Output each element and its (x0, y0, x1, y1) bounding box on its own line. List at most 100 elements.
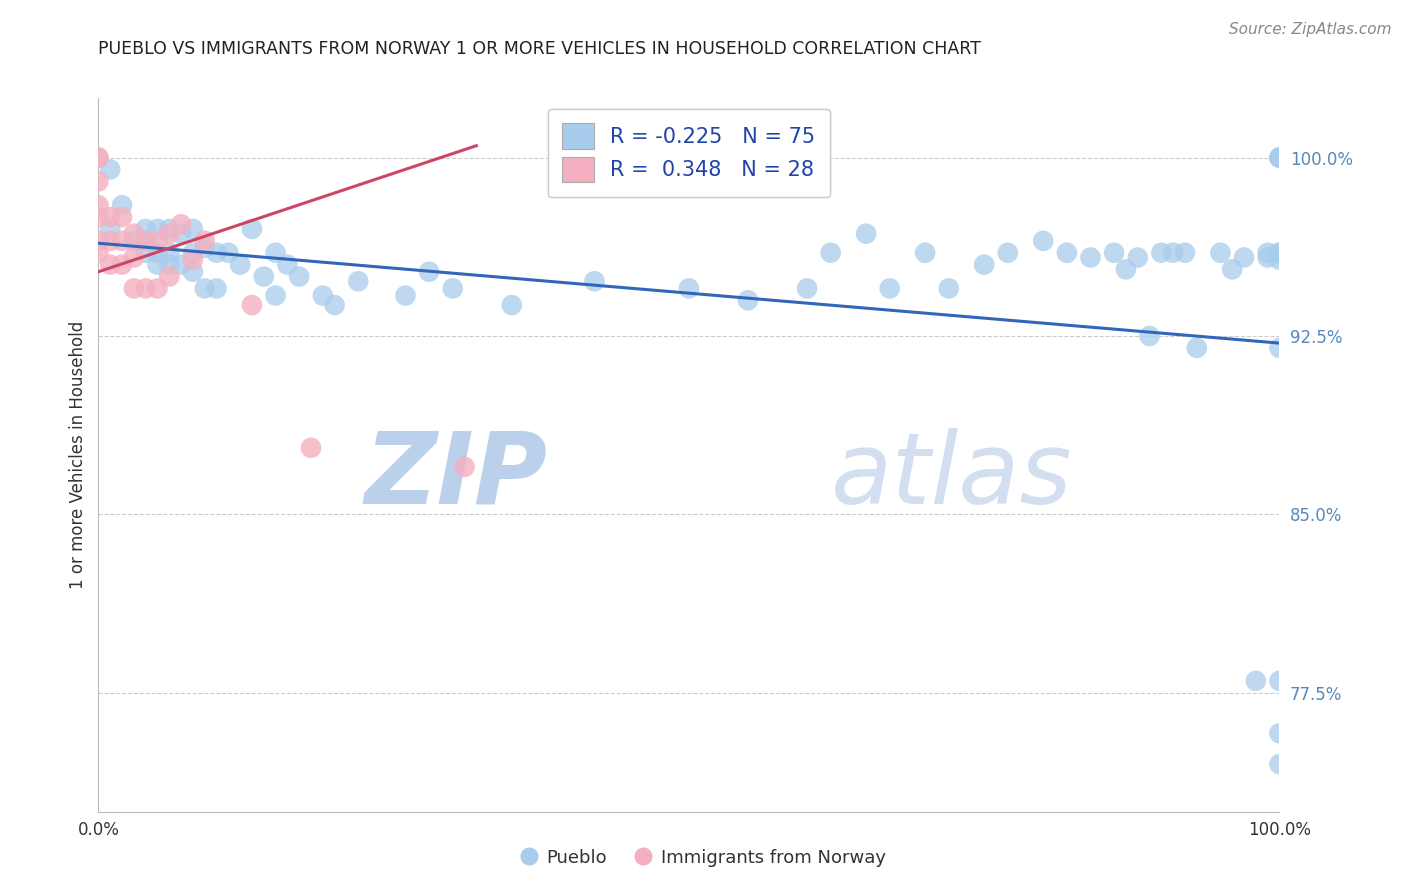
Point (1126, 251, 1149, 265)
Point (146, 234, 169, 248)
Point (1185, 341, 1208, 355)
Point (135, 222, 157, 236)
Point (157, 258, 180, 272)
Point (122, 227, 145, 241)
Text: ZIP: ZIP (364, 428, 547, 524)
Point (1257, 245, 1279, 260)
Point (157, 227, 180, 241)
Point (122, 281, 145, 295)
Text: PUEBLO VS IMMIGRANTS FROM NORWAY 1 OR MORE VEHICLES IN HOUSEHOLD CORRELATION CHA: PUEBLO VS IMMIGRANTS FROM NORWAY 1 OR MO… (98, 40, 981, 58)
Point (1268, 151, 1291, 165)
Point (111, 234, 134, 248)
Point (1268, 726, 1291, 740)
Point (240, 222, 263, 236)
Point (1220, 262, 1243, 277)
Point (87, 210, 110, 224)
Point (737, 293, 759, 308)
Point (87, 198, 110, 212)
Point (1115, 262, 1137, 277)
Point (1268, 757, 1291, 772)
Point (1150, 245, 1173, 260)
Point (1244, 673, 1267, 688)
Point (205, 281, 228, 295)
Point (217, 245, 239, 260)
Point (453, 459, 475, 474)
Point (122, 234, 145, 248)
Point (135, 245, 157, 260)
Point (1268, 245, 1291, 260)
Point (194, 234, 217, 248)
Point (87, 151, 110, 165)
Point (299, 441, 322, 455)
Point (240, 298, 263, 312)
Point (1268, 341, 1291, 355)
Point (879, 281, 901, 295)
Point (796, 281, 818, 295)
Point (229, 258, 252, 272)
Point (1032, 234, 1054, 248)
Point (181, 245, 204, 260)
Point (914, 245, 936, 260)
Point (997, 245, 1019, 260)
Point (276, 258, 298, 272)
Point (1056, 245, 1078, 260)
Point (253, 269, 276, 284)
Point (973, 258, 995, 272)
Point (288, 269, 311, 284)
Point (678, 281, 700, 295)
Point (87, 234, 110, 248)
Point (323, 298, 346, 312)
Point (441, 281, 464, 295)
Point (1268, 673, 1291, 688)
Point (501, 298, 523, 312)
Point (1139, 329, 1161, 343)
Point (820, 245, 842, 260)
Point (170, 258, 193, 272)
Point (98, 162, 121, 177)
Point (394, 288, 416, 302)
Point (135, 281, 157, 295)
Point (264, 245, 287, 260)
Point (122, 251, 145, 265)
Point (1161, 245, 1184, 260)
Text: Source: ZipAtlas.com: Source: ZipAtlas.com (1229, 22, 1392, 37)
Point (87, 174, 110, 188)
Point (181, 252, 204, 267)
Point (111, 198, 134, 212)
Point (1257, 251, 1279, 265)
Point (157, 222, 180, 236)
Point (157, 245, 180, 260)
Point (1080, 251, 1102, 265)
Point (146, 281, 169, 295)
Point (98, 222, 121, 236)
Point (1268, 151, 1291, 165)
Point (855, 227, 877, 241)
Point (1209, 245, 1232, 260)
Point (418, 265, 440, 279)
Point (157, 269, 180, 284)
Y-axis label: 1 or more Vehicles in Household: 1 or more Vehicles in Household (69, 321, 87, 589)
Text: atlas: atlas (831, 428, 1073, 524)
Point (181, 222, 204, 236)
Point (1102, 245, 1125, 260)
Point (111, 210, 134, 224)
Point (98, 234, 121, 248)
Legend: R = -0.225   N = 75, R =  0.348   N = 28: R = -0.225 N = 75, R = 0.348 N = 28 (548, 109, 830, 197)
Point (98, 258, 121, 272)
Point (1268, 252, 1291, 267)
Point (194, 281, 217, 295)
Point (938, 281, 960, 295)
Point (98, 210, 121, 224)
Point (1233, 251, 1256, 265)
Point (205, 245, 228, 260)
Point (146, 258, 169, 272)
Point (181, 265, 204, 279)
Point (312, 288, 335, 302)
Point (1268, 245, 1291, 260)
Point (87, 151, 110, 165)
Point (583, 274, 606, 288)
Point (135, 234, 157, 248)
Point (146, 222, 169, 236)
Point (170, 227, 193, 241)
Point (194, 241, 217, 255)
